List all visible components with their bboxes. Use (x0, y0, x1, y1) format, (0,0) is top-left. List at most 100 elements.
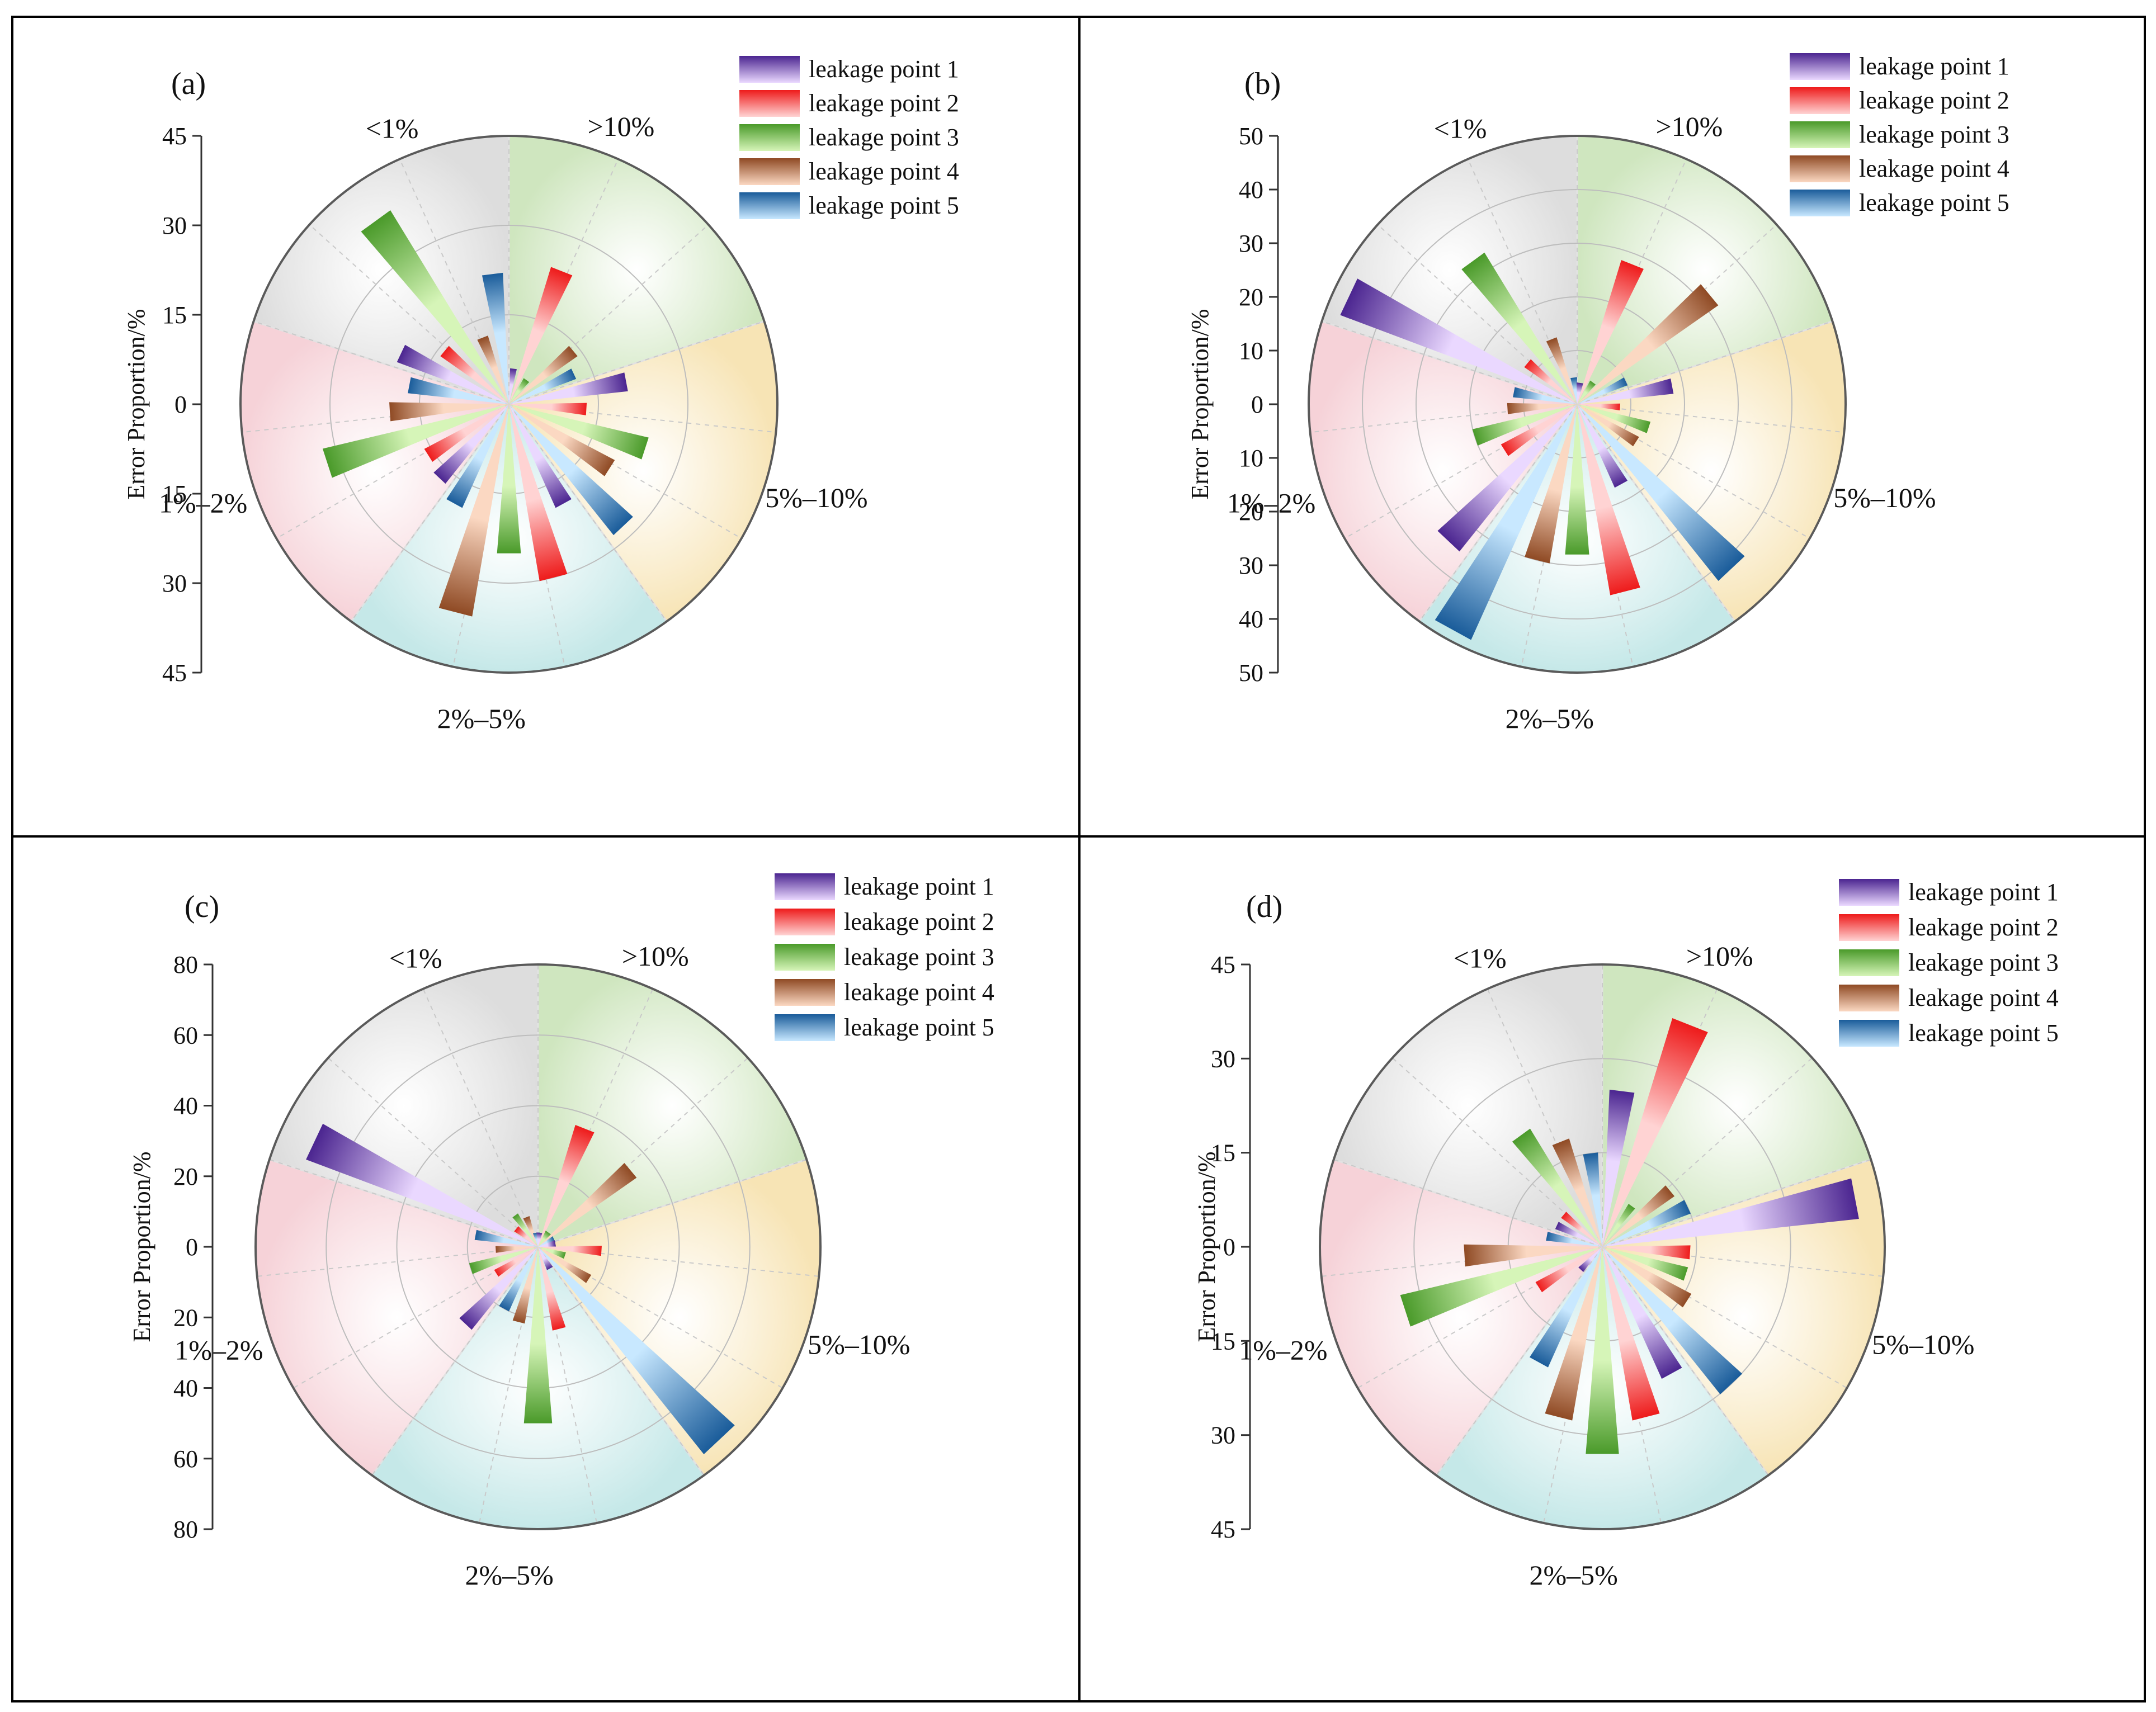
outer-ring (1308, 135, 1847, 674)
legend-swatch (1790, 121, 1850, 148)
sector-label: 2%–5% (437, 703, 526, 734)
bar-1-2 (1576, 382, 1583, 404)
legend-label: leakage point 5 (1859, 189, 2009, 216)
bar-2-4 (509, 404, 568, 581)
bar-2-5 (1535, 1247, 1602, 1293)
y-tick-label: 45 (162, 659, 187, 687)
bar-mark (1602, 1247, 1743, 1394)
sector-label: >10% (1655, 111, 1723, 142)
bar-mark (1552, 1138, 1602, 1247)
y-tick-label: 10 (1239, 444, 1263, 472)
bar-mark (509, 404, 615, 476)
legend-label: leakage point 3 (1908, 949, 2059, 976)
bar-4-3 (538, 1247, 592, 1283)
legend-swatch (1839, 879, 1899, 906)
panel-label: (a) (171, 67, 206, 101)
bar-mark (538, 1162, 637, 1247)
grid-spoke (537, 1158, 807, 1247)
y-tick-label: 30 (1239, 230, 1263, 257)
legend: leakage point 1 leakage point 2 leakage po… (1839, 878, 2059, 1047)
bar-5-4 (1435, 404, 1577, 640)
bar-mark (538, 1230, 551, 1247)
sector-label: 1%–2% (174, 1334, 263, 1365)
sector-label: 2%–5% (1506, 703, 1594, 734)
grid-spoke (269, 1158, 539, 1247)
bar-mark (1577, 379, 1674, 404)
y-tick-label: 50 (1239, 122, 1263, 150)
bar-1-4 (1577, 404, 1628, 488)
bar-4-4 (1525, 404, 1577, 564)
bar-2-3 (509, 403, 587, 415)
y-tick-label: 10 (1239, 337, 1263, 365)
bar-mark (1501, 404, 1577, 456)
bar-mark (1524, 359, 1577, 404)
bar-mark (389, 402, 509, 422)
bar-2-1 (440, 346, 509, 404)
bar-2-3 (1602, 1245, 1691, 1260)
grid-spoke (253, 320, 509, 405)
bar-mark (1464, 1244, 1602, 1267)
sector-label: >10% (587, 111, 654, 142)
bar-mark (494, 1247, 538, 1277)
bar-4-2 (1602, 1185, 1675, 1247)
bar-mark (1525, 404, 1577, 564)
bar-1-5 (1437, 404, 1577, 552)
legend-label: leakage point 3 (844, 943, 994, 971)
sector-label: <1% (389, 943, 442, 974)
bar-5-2 (538, 1236, 556, 1247)
sector-label: >10% (1686, 940, 1753, 972)
bar-5-1 (1583, 1152, 1602, 1247)
bar-2-2 (509, 267, 573, 404)
y-axis-title: Error Proportion/% (1186, 309, 1214, 500)
bar-3-5 (469, 1247, 538, 1274)
bar-2-5 (494, 1247, 538, 1277)
bar-mark (1461, 252, 1577, 404)
bar-5-5 (1513, 387, 1577, 404)
legend-swatch (1790, 53, 1850, 80)
bar-3-2 (1577, 380, 1596, 404)
bar-3-2 (509, 378, 530, 404)
grid-ring (325, 1034, 751, 1459)
bar-5-5 (474, 1229, 538, 1247)
bar-mark (1577, 284, 1719, 404)
y-tick-label: 40 (1239, 606, 1263, 633)
bar-2-5 (424, 404, 509, 462)
bar-mark (1555, 1222, 1602, 1247)
legend-label: leakage point 4 (809, 158, 959, 185)
y-tick-label: 20 (173, 1163, 198, 1190)
bar-3-4 (497, 404, 521, 554)
bar-mark (1545, 1247, 1602, 1421)
legend-swatch (739, 56, 800, 83)
bar-3-4 (1586, 1247, 1619, 1454)
bar-3-2 (538, 1230, 551, 1247)
bar-mark (446, 404, 509, 508)
bar-mark (1602, 1247, 1688, 1281)
bar-5-5 (1546, 1232, 1602, 1247)
bar-mark (1577, 404, 1639, 447)
bar-2-5 (1501, 404, 1577, 456)
bar-mark (1602, 1204, 1635, 1247)
bar-mark (397, 344, 509, 404)
bar-mark (1602, 1247, 1660, 1421)
legend-label: leakage point 2 (809, 89, 959, 117)
y-tick-label: 30 (162, 212, 187, 239)
bar-mark (361, 210, 509, 404)
grid-spoke (1322, 320, 1578, 405)
bar-4-2 (1577, 284, 1719, 404)
bar-1-1 (306, 1123, 538, 1247)
bar-mark (1546, 1232, 1602, 1247)
bar-4-5 (1464, 1244, 1602, 1267)
bar-1-4 (509, 404, 572, 508)
bar-5-4 (1529, 1247, 1602, 1368)
panel-d: <1% >10% 5%–10% 2%–5% 1%–2% 45 30 15 0 15 30 45 Erro… (1193, 878, 2059, 1591)
bar-mark (523, 1216, 538, 1247)
bar-mark (1535, 1247, 1602, 1293)
bar-4-1 (523, 1216, 538, 1247)
legend-swatch (1790, 155, 1850, 182)
bar-mark (1472, 404, 1577, 446)
bar-1-5 (459, 1247, 538, 1330)
bar-3-5 (322, 404, 509, 478)
bar-mark (477, 335, 509, 404)
bar-4-3 (1602, 1247, 1692, 1308)
